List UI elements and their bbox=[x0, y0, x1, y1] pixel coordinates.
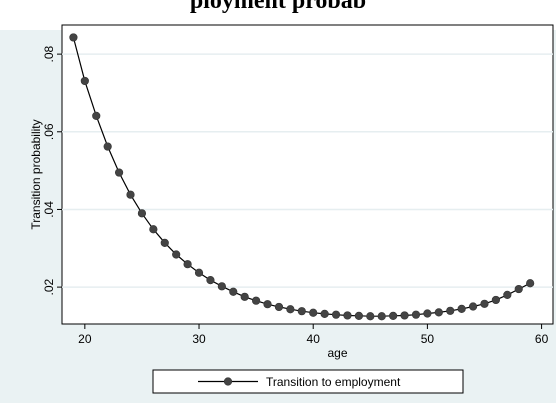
data-point bbox=[354, 311, 363, 320]
data-point bbox=[149, 225, 158, 234]
data-point bbox=[240, 292, 249, 301]
data-point bbox=[491, 295, 501, 305]
data-point bbox=[343, 311, 352, 320]
data-point bbox=[286, 305, 295, 314]
data-point bbox=[80, 76, 89, 86]
y-tick-label: .08 bbox=[42, 45, 56, 62]
data-point bbox=[320, 309, 329, 319]
data-point bbox=[263, 300, 272, 309]
data-point bbox=[92, 111, 101, 120]
plot-area bbox=[61, 24, 554, 325]
data-point bbox=[446, 306, 455, 315]
data-point bbox=[126, 190, 135, 199]
legend-box bbox=[152, 369, 464, 394]
data-point bbox=[526, 279, 535, 288]
data-point bbox=[457, 304, 466, 313]
legend-label: Transition to employment bbox=[266, 375, 401, 389]
y-tick-label: .06 bbox=[42, 123, 56, 140]
data-point bbox=[468, 302, 478, 311]
data-point bbox=[503, 290, 512, 299]
y-tick-label: .02 bbox=[42, 278, 56, 295]
data-point bbox=[377, 312, 386, 321]
data-point bbox=[206, 276, 215, 285]
data-point bbox=[514, 284, 523, 294]
x-tick-label: 50 bbox=[421, 332, 435, 346]
data-point bbox=[183, 260, 192, 269]
data-point bbox=[172, 250, 181, 259]
y-axis-title: Transition probability bbox=[29, 119, 43, 229]
x-tick-label: 60 bbox=[535, 332, 549, 346]
data-point bbox=[411, 310, 421, 319]
data-point bbox=[400, 311, 409, 320]
data-point bbox=[229, 287, 238, 296]
data-point bbox=[194, 268, 204, 277]
data-point bbox=[434, 308, 443, 317]
data-point bbox=[331, 310, 341, 319]
data-point bbox=[389, 311, 398, 320]
data-point bbox=[137, 209, 147, 218]
data-point bbox=[274, 302, 284, 312]
chart-title: ployment probab bbox=[189, 0, 367, 14]
legend-marker-swatch bbox=[223, 377, 233, 386]
data-point bbox=[297, 307, 306, 316]
data-point bbox=[309, 308, 318, 317]
data-point bbox=[160, 238, 169, 247]
data-point bbox=[366, 312, 375, 321]
data-point bbox=[114, 168, 124, 177]
data-point bbox=[69, 33, 78, 42]
x-tick-label: 40 bbox=[307, 332, 321, 346]
data-point bbox=[217, 282, 226, 291]
x-tick-label: 30 bbox=[192, 332, 206, 346]
x-axis-title: age bbox=[327, 346, 347, 360]
y-tick-label: .04 bbox=[42, 201, 56, 218]
data-point bbox=[480, 299, 489, 308]
data-point bbox=[423, 309, 432, 318]
x-tick-label: 20 bbox=[78, 332, 92, 346]
data-point bbox=[103, 142, 112, 151]
data-point bbox=[252, 296, 261, 305]
